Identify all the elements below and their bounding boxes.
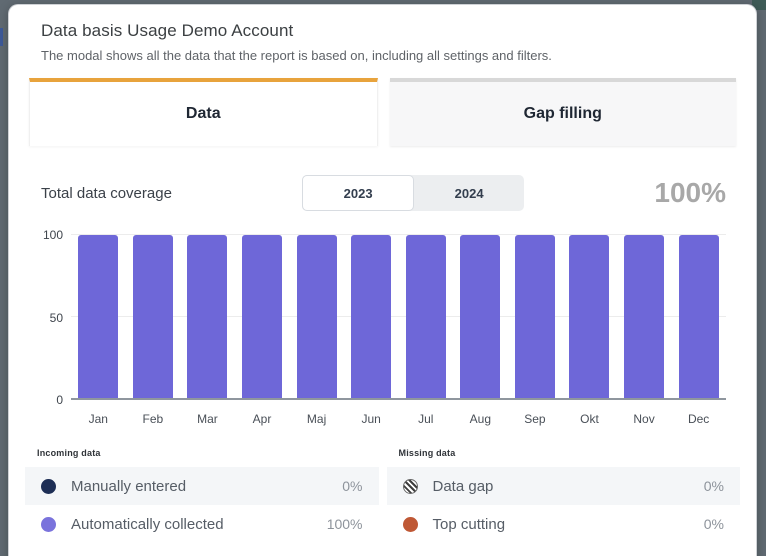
year-button-2023[interactable]: 2023: [302, 175, 415, 211]
x-tick-label: Mar: [197, 412, 218, 426]
bar-slot: [453, 235, 508, 398]
legend-row-top-cutting: Top cutting 0%: [387, 505, 741, 543]
bar-aug: [460, 235, 501, 398]
bar-nov: [624, 235, 665, 398]
coverage-chart: 0 50 100: [9, 228, 756, 407]
legend: Incoming data Manually entered 0% Automa…: [9, 448, 756, 543]
backdrop-fragment: [0, 28, 3, 46]
backdrop-corner: [752, 0, 766, 10]
data-gap-icon: [402, 478, 418, 494]
y-tick-label: 50: [49, 310, 63, 325]
legend-label: Automatically collected: [71, 515, 224, 533]
coverage-row: Total data coverage 2023 2024 100%: [9, 173, 756, 213]
bar-mar: [187, 235, 228, 398]
gridline: [71, 234, 726, 235]
coverage-total-value: 100%: [654, 177, 726, 208]
x-tick-label: Nov: [633, 412, 655, 426]
top-cutting-icon: [402, 516, 418, 532]
x-tick-label: Maj: [306, 412, 327, 426]
tab-gap-filling[interactable]: Gap filling: [389, 78, 736, 146]
x-tick-label: Feb: [142, 412, 164, 426]
x-tick-label: Jun: [361, 412, 381, 426]
bar-maj: [296, 235, 337, 398]
bar-jun: [351, 235, 392, 398]
bar-slot: [398, 235, 453, 398]
manually-entered-icon: [41, 478, 56, 494]
bar-jul: [405, 235, 446, 398]
bar-slot: [562, 235, 617, 398]
x-tick-label: Okt: [580, 412, 599, 426]
tab-data-label: Data: [185, 105, 221, 122]
legend-label: Manually entered: [71, 477, 187, 495]
x-tick-label: Jan: [88, 412, 108, 426]
automatically-collected-icon: [41, 516, 56, 532]
y-axis: 0 50 100: [35, 228, 71, 407]
bar-jan: [78, 235, 119, 398]
x-tick-label: Dec: [687, 412, 710, 426]
legend-missing: Missing data Data gap 0% Top cutting 0%: [386, 448, 741, 543]
bar-okt: [569, 235, 610, 398]
legend-value: 0%: [342, 478, 363, 494]
legend-label: Top cutting: [432, 515, 506, 533]
bar-slot: [289, 235, 344, 398]
legend-label: Data gap: [432, 477, 494, 495]
legend-value: 100%: [326, 516, 363, 532]
bar-sep: [514, 235, 555, 398]
legend-row-automatically-collected: Automatically collected 100%: [25, 505, 379, 543]
y-tick-label: 0: [56, 393, 63, 407]
legend-row-data-gap: Data gap 0%: [386, 467, 740, 505]
legend-missing-header: Missing data: [398, 448, 456, 458]
year-toggle: 2023 2024: [302, 175, 525, 211]
legend-row-manually-entered: Manually entered 0%: [25, 467, 379, 505]
legend-value: 0%: [703, 516, 724, 532]
gridline: [71, 315, 726, 317]
coverage-label: Total data coverage: [41, 184, 172, 202]
legend-incoming: Incoming data Manually entered 0% Automa…: [25, 448, 379, 543]
x-axis: Jan Feb Mar Apr Maj Jun Jul Aug Sep Okt Nov Dec: [9, 412, 756, 426]
x-tick-label: Apr: [252, 412, 272, 426]
x-tick-label: Aug: [469, 412, 492, 426]
bar-slot: [617, 235, 672, 398]
bar-slot: [180, 235, 235, 398]
bar-slot: [344, 235, 399, 398]
bar-apr: [242, 235, 283, 398]
bar-slot: [508, 235, 563, 398]
year-button-2024[interactable]: 2024: [454, 185, 484, 201]
year-toggle-wrap: 2023 2024: [172, 175, 654, 211]
legend-incoming-header: Incoming data: [37, 448, 101, 458]
modal-title: Data basis Usage Demo Account: [41, 21, 294, 40]
tab-data[interactable]: Data: [29, 78, 378, 146]
bar-dec: [678, 235, 719, 398]
modal-subtitle: The modal shows all the data that the re…: [41, 48, 552, 63]
bar-slot: [235, 235, 290, 398]
bar-slot: [126, 235, 181, 398]
bar-slot: [71, 235, 126, 398]
tab-bar: Data Gap filling: [9, 78, 756, 146]
bar-plot: [71, 234, 726, 400]
x-tick-label: Sep: [524, 412, 546, 426]
bar-slot: [671, 235, 726, 398]
y-tick-label: 100: [42, 228, 63, 242]
data-basis-modal: Data basis Usage Demo Account The modal …: [8, 4, 757, 556]
modal-header: Data basis Usage Demo Account The modal …: [9, 5, 756, 63]
x-tick-label: Jul: [418, 412, 434, 426]
bar-feb: [132, 235, 173, 398]
tab-gap-filling-label: Gap filling: [523, 105, 602, 122]
legend-value: 0%: [703, 478, 724, 494]
